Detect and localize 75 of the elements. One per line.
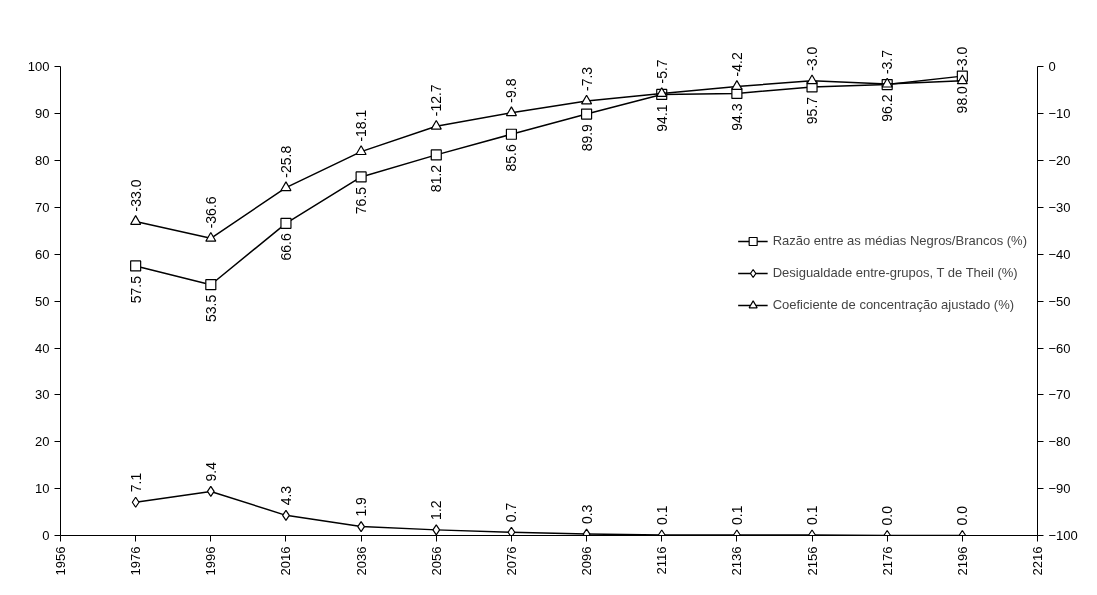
data-label: 0.7 [503,502,520,523]
y2-tick-label: −30 [1048,199,1071,215]
x-tick-label: 1976 [128,546,144,576]
data-label: 9.4 [202,461,219,482]
legend-label: Desigualdade entre-grupos, T de Theil (%) [772,265,1018,280]
data-label: 66.6 [277,233,294,261]
x-tick-label: 2036 [353,546,369,576]
x-tick-label: 2056 [428,546,444,576]
data-label: 0.1 [728,505,745,526]
data-label: 7.1 [127,472,144,493]
x-tick-label: 2156 [804,546,820,576]
x-tick-label: 2076 [503,546,519,576]
data-label: 57.5 [127,275,144,304]
y-tick-label: 10 [35,481,50,497]
data-label: 96.2 [879,94,896,122]
data-label: -5.7 [653,59,670,84]
data-label: 0.0 [879,505,896,526]
data-label: 95.7 [804,96,821,125]
data-label: 81.2 [428,164,445,193]
x-tick-label: 1956 [53,546,68,576]
y-tick-label: 0 [42,528,50,543]
data-label: 98.0 [954,85,971,114]
data-label: 0.3 [578,504,595,525]
y-tick-label: 90 [35,106,50,122]
y2-tick-label: −70 [1048,387,1071,403]
x-tick-label: 2176 [879,546,895,576]
y2-tick-label: −40 [1048,246,1071,262]
x-tick-label: 2116 [654,546,670,575]
data-label: -36.6 [202,196,219,229]
y2-tick-label: −20 [1048,153,1071,168]
data-label: 89.9 [578,123,595,152]
data-label: 53.5 [202,294,219,322]
data-label: -4.2 [728,52,745,77]
data-label: 1.2 [428,500,445,520]
data-label: -3.0 [804,46,821,71]
data-label: 0.1 [804,505,821,526]
data-label: -3.0 [954,46,971,71]
data-label: 76.5 [353,186,370,215]
y-tick-label: 30 [35,387,50,403]
y2-tick-label: −10 [1048,106,1071,122]
y-tick-label: 50 [35,293,50,309]
data-label: 1.9 [353,496,370,517]
data-label: 0.1 [653,505,670,526]
data-label: -12.7 [428,84,445,117]
data-label: 0.0 [954,505,971,526]
data-label: -18.1 [353,109,370,142]
y-tick-label: 60 [35,246,50,262]
data-label: 85.6 [503,144,520,172]
legend-label: Coeficiente de concentração ajustado (%) [772,297,1015,312]
data-label: 94.1 [653,104,670,132]
y-tick-label: 20 [35,434,50,450]
x-tick-label: 2136 [729,546,745,576]
data-label: 4.3 [277,485,294,506]
y2-tick-label: −50 [1048,293,1071,309]
x-tick-label: 2016 [278,546,294,576]
y-tick-label: 80 [35,153,50,168]
y-tick-label: 70 [35,199,50,215]
y2-tick-label: −60 [1048,340,1071,356]
x-tick-label: 2196 [954,546,970,576]
data-label: 94.3 [728,103,745,131]
x-tick-label: 2216 [1030,546,1045,576]
legend-label: Razão entre as médias Negros/Brancos (%) [772,233,1027,248]
data-label: -7.3 [578,66,595,91]
data-label: -33.0 [127,179,144,212]
x-tick-label: 2096 [579,546,595,576]
y2-tick-label: −90 [1048,481,1071,497]
y-tick-label: 100 [27,59,50,75]
y-tick-label: 40 [35,340,50,356]
data-label: -25.8 [277,145,294,178]
data-label: -9.8 [503,78,520,103]
y2-tick-label: −100 [1048,528,1078,543]
x-tick-label: 1996 [203,546,219,576]
y2-tick-label: −80 [1048,434,1071,450]
data-label: -3.7 [879,49,896,75]
y2-tick-label: 0 [1048,59,1056,75]
